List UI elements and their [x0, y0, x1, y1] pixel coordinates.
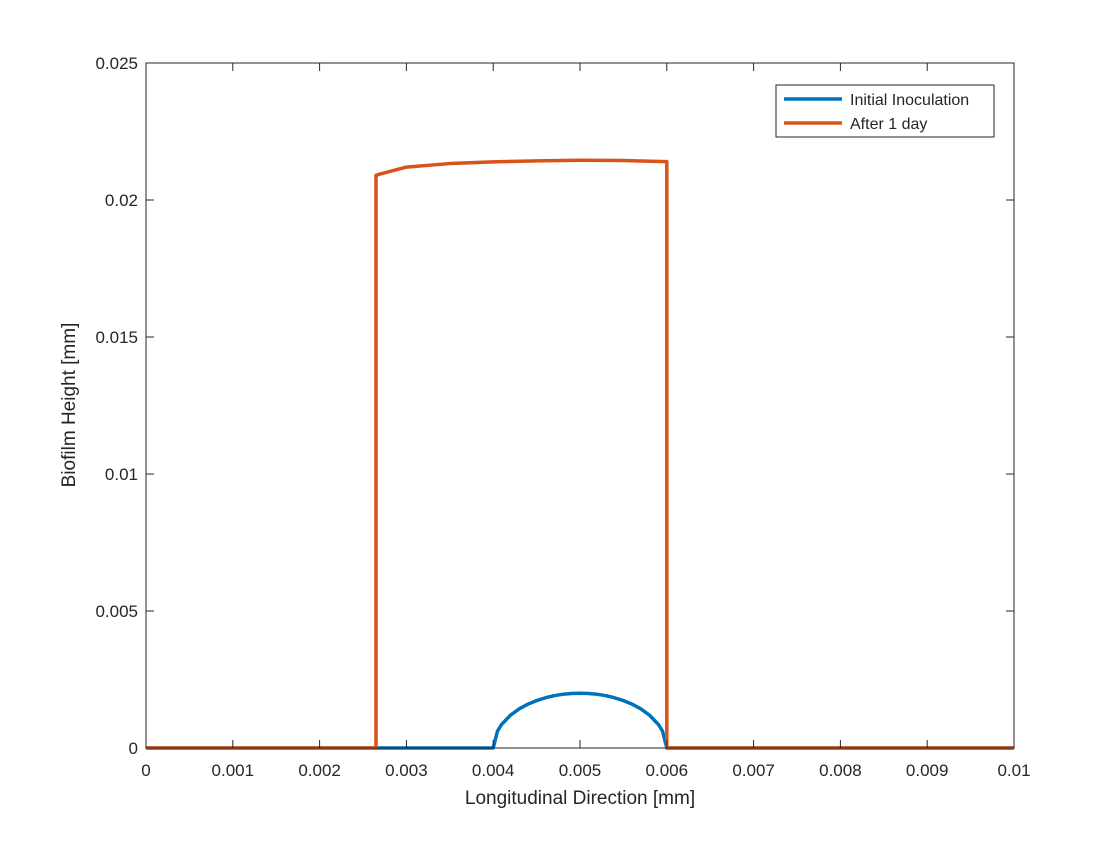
x-tick-label: 0.006: [646, 761, 689, 780]
y-tick-label: 0: [129, 739, 138, 758]
legend-entry-label: After 1 day: [850, 116, 927, 133]
x-tick-label: 0: [141, 761, 150, 780]
x-tick-label: 0.003: [385, 761, 428, 780]
x-axis-ticks: 0 0.001 0.002 0.003 0.004 0.005 0.006 0.007 0.00…: [141, 63, 1031, 780]
x-tick-label: 0.01: [997, 761, 1030, 780]
y-axis-label: Biofilm Height [mm]: [59, 323, 80, 488]
x-tick-label: 0.008: [819, 761, 862, 780]
y-tick-label: 0.025: [95, 54, 138, 73]
y-tick-label: 0.005: [95, 602, 138, 621]
y-axis-ticks: 0 0.005 0.01 0.015 0.02 0.025: [95, 54, 1014, 758]
x-tick-label: 0.007: [732, 761, 775, 780]
plot-area: [146, 63, 1014, 748]
y-tick-label: 0.01: [105, 465, 138, 484]
y-tick-label: 0.015: [95, 328, 138, 347]
x-axis-label: Longitudinal Direction [mm]: [465, 788, 695, 809]
series-line-2: [146, 158, 1014, 750]
plot-lines: [146, 158, 1014, 750]
x-tick-label: 0.001: [212, 761, 255, 780]
x-tick-label: 0.005: [559, 761, 602, 780]
legend-entry-label: Initial Inoculation: [850, 92, 969, 109]
series-line-1: [146, 691, 1014, 750]
x-tick-label: 0.009: [906, 761, 949, 780]
legend-box: [775, 84, 995, 138]
x-tick-label: 0.002: [298, 761, 341, 780]
x-tick-label: 0.004: [472, 761, 515, 780]
legend: Initial Inoculation After 1 day: [775, 84, 995, 138]
y-tick-label: 0.02: [105, 191, 138, 210]
